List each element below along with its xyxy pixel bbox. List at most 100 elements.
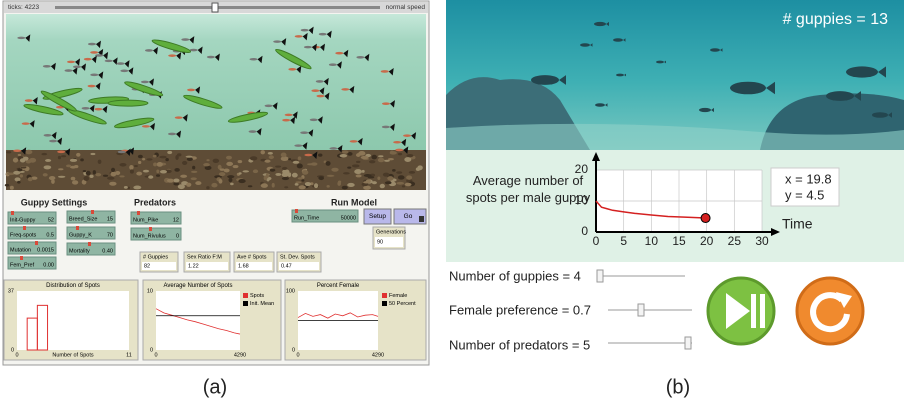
stone: [356, 174, 362, 177]
slider-label: Fem_Pref: [10, 262, 35, 268]
guppy-body: [335, 52, 343, 55]
stone: [15, 177, 21, 181]
y-tick-label: 0: [150, 347, 153, 353]
stone: [269, 155, 274, 159]
stone: [347, 167, 351, 169]
stone: [387, 176, 393, 181]
guppy-body: [282, 119, 290, 122]
guppy-body: [249, 130, 257, 133]
stone: [165, 158, 169, 161]
stone: [404, 157, 411, 162]
stone: [58, 176, 65, 178]
pause-icon[interactable]: [760, 294, 765, 328]
guppy-body: [118, 151, 126, 154]
slider-value: 50000: [341, 215, 356, 221]
plot-title: Distribution of Spots: [46, 283, 100, 289]
stone: [392, 169, 396, 172]
fish: [580, 43, 590, 47]
stone: [80, 158, 84, 161]
stone: [250, 156, 257, 160]
x-tick-label: 0: [15, 352, 18, 358]
legend-label: Spots: [250, 293, 264, 299]
slider-label: Mortality: [69, 248, 90, 254]
x-tick-label: 11: [126, 352, 132, 358]
stone: [383, 173, 390, 177]
stone: [281, 153, 287, 158]
guppy-body: [145, 49, 153, 52]
stone: [58, 156, 61, 159]
stone: [380, 184, 385, 188]
guppy-body: [49, 140, 57, 143]
stone: [58, 168, 64, 170]
stone: [272, 183, 275, 188]
monitor-label: # Guppies: [143, 254, 168, 260]
slider-label: Init-Guppy: [10, 217, 36, 223]
guppy-body: [250, 58, 258, 61]
guppy-body: [329, 63, 337, 66]
guppy-body: [319, 33, 327, 36]
stone: [363, 186, 371, 190]
guppy-body: [207, 56, 215, 59]
reset-button[interactable]: [797, 278, 863, 344]
stone: [226, 156, 232, 160]
stone: [233, 165, 239, 168]
legend-label: 50 Percent: [389, 301, 416, 307]
stone: [282, 169, 289, 174]
stone: [253, 169, 258, 173]
stone: [362, 170, 365, 173]
stone: [180, 175, 187, 178]
stone: [71, 177, 76, 181]
stone: [369, 160, 375, 163]
section-title: Predators: [134, 197, 176, 207]
slider-label: Num_Pike: [133, 217, 158, 223]
stone: [173, 182, 179, 185]
legend-swatch: [382, 293, 387, 298]
slider-thumb[interactable]: [597, 270, 603, 282]
fish: [730, 82, 766, 95]
stone: [270, 168, 276, 171]
stone: [284, 186, 288, 188]
guppy-body: [120, 69, 128, 72]
guppy-body: [381, 70, 389, 73]
fish: [594, 22, 606, 26]
guppy-body: [294, 144, 302, 147]
guppy-body: [168, 54, 176, 57]
slider-thumb: [295, 209, 298, 213]
stone: [266, 173, 269, 178]
guppy-body: [90, 51, 98, 54]
guppy-body: [88, 43, 96, 46]
play-pause-button[interactable]: [708, 278, 774, 344]
slider-thumb: [88, 242, 91, 246]
stone: [363, 181, 369, 183]
slider-thumb[interactable]: [638, 304, 644, 316]
guppy-body: [25, 99, 33, 102]
stone: [295, 183, 299, 186]
stone: [51, 179, 55, 184]
stone: [28, 177, 33, 181]
monitor-label: St. Dev. Spots: [280, 254, 315, 260]
stone: [20, 166, 26, 168]
stone: [318, 176, 324, 180]
pause-icon[interactable]: [751, 294, 756, 328]
stone: [378, 158, 385, 162]
guppy-body: [301, 29, 309, 32]
stone: [406, 154, 413, 157]
slider-thumb[interactable]: [685, 337, 691, 349]
slider-thumb: [91, 210, 94, 214]
slider-thumb: [76, 226, 79, 230]
stone: [178, 184, 185, 189]
stone: [160, 170, 167, 173]
stone: [301, 179, 304, 181]
slider-label: Run_Time: [294, 215, 319, 221]
stone: [17, 181, 21, 184]
stone: [338, 180, 341, 183]
slider-label: Mutation: [10, 247, 31, 253]
speed-thumb[interactable]: [212, 3, 218, 12]
stone: [133, 186, 141, 190]
stone: [72, 180, 78, 184]
button-circle[interactable]: [797, 278, 863, 344]
y-tick-label: 0: [11, 347, 14, 353]
stone: [203, 163, 210, 166]
legend-label: Init. Mean: [250, 301, 274, 307]
stone: [84, 176, 90, 181]
